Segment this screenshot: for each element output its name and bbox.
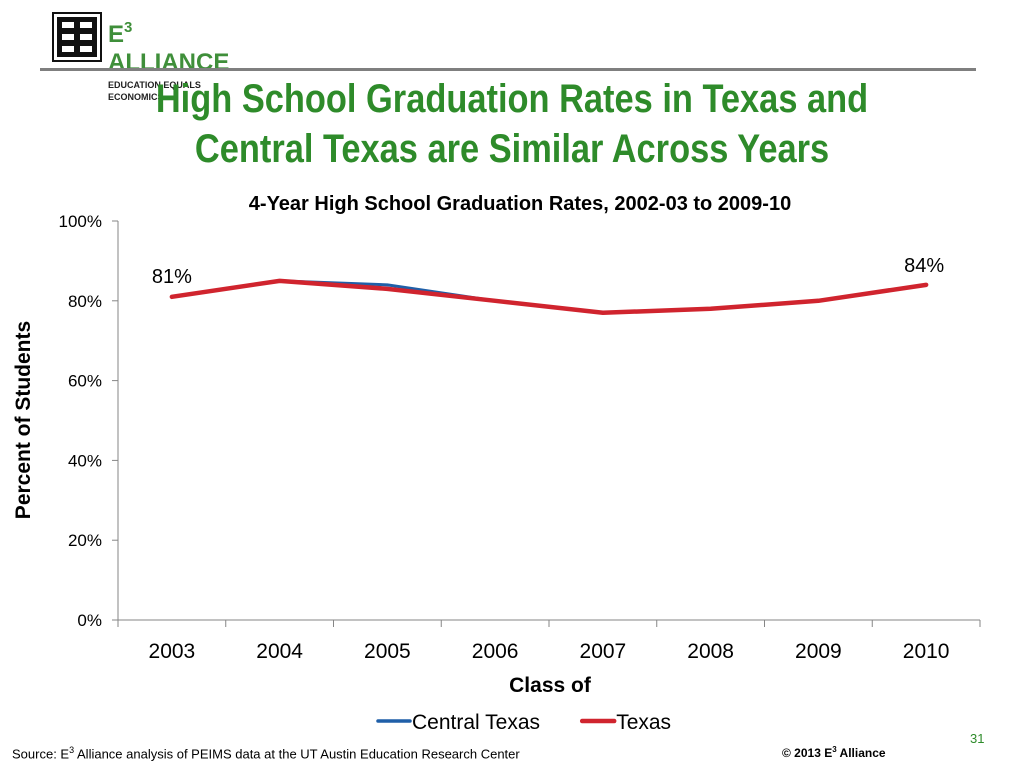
data-point-texas bbox=[925, 284, 927, 286]
source-note: Source: E3 Alliance analysis of PEIMS da… bbox=[12, 745, 520, 762]
logo-name: E3 ALLIANCE bbox=[108, 19, 230, 76]
logo-tagline: EDUCATION EQUALS ECONOMICS bbox=[108, 80, 201, 102]
series-line-texas bbox=[169, 278, 929, 316]
x-tick-label: 2008 bbox=[687, 640, 734, 663]
y-tick-label: 80% bbox=[68, 292, 102, 311]
data-point-texas bbox=[710, 308, 712, 310]
x-tick-label: 2010 bbox=[903, 640, 950, 663]
data-label: 84% bbox=[904, 255, 944, 277]
x-tick-label: 2009 bbox=[795, 640, 842, 663]
slide-title: High School Graduation Rates in Texas an… bbox=[155, 77, 869, 171]
copyright-notice: © 2013 E3 Alliance bbox=[782, 745, 886, 760]
y-tick-label: 20% bbox=[68, 531, 102, 550]
page-number: 31 bbox=[970, 731, 985, 746]
data-point-texas bbox=[817, 300, 819, 302]
y-tick-label: 100% bbox=[59, 212, 102, 231]
e3-logo-mark-icon bbox=[52, 12, 102, 62]
x-tick-label: 2003 bbox=[149, 640, 196, 663]
legend-label: Central Texas bbox=[412, 711, 540, 734]
data-label: 81% bbox=[152, 266, 192, 288]
y-tick-label: 40% bbox=[68, 451, 102, 470]
header-divider bbox=[40, 68, 976, 71]
legend-label: Texas bbox=[616, 711, 671, 734]
x-axis-label: Class of bbox=[509, 674, 592, 697]
x-tick-label: 2004 bbox=[256, 640, 303, 663]
chart-title: 4-Year High School Graduation Rates, 200… bbox=[248, 193, 792, 215]
y-tick-label: 60% bbox=[68, 372, 102, 391]
x-tick-label: 2006 bbox=[472, 640, 519, 663]
data-point-texas bbox=[602, 312, 604, 314]
y-tick-label: 0% bbox=[77, 611, 102, 630]
data-point-texas bbox=[171, 296, 173, 298]
data-point-texas bbox=[279, 280, 281, 282]
x-tick-label: 2007 bbox=[580, 640, 627, 663]
data-point-central-texas bbox=[386, 284, 388, 286]
data-point-texas bbox=[386, 288, 388, 290]
x-tick-label: 2005 bbox=[364, 640, 411, 663]
e3-alliance-logo: E3 ALLIANCE EDUCATION EQUALS ECONOMICS bbox=[52, 12, 252, 102]
data-point-texas bbox=[494, 300, 496, 302]
y-axis-label: Percent of Students bbox=[12, 321, 35, 519]
